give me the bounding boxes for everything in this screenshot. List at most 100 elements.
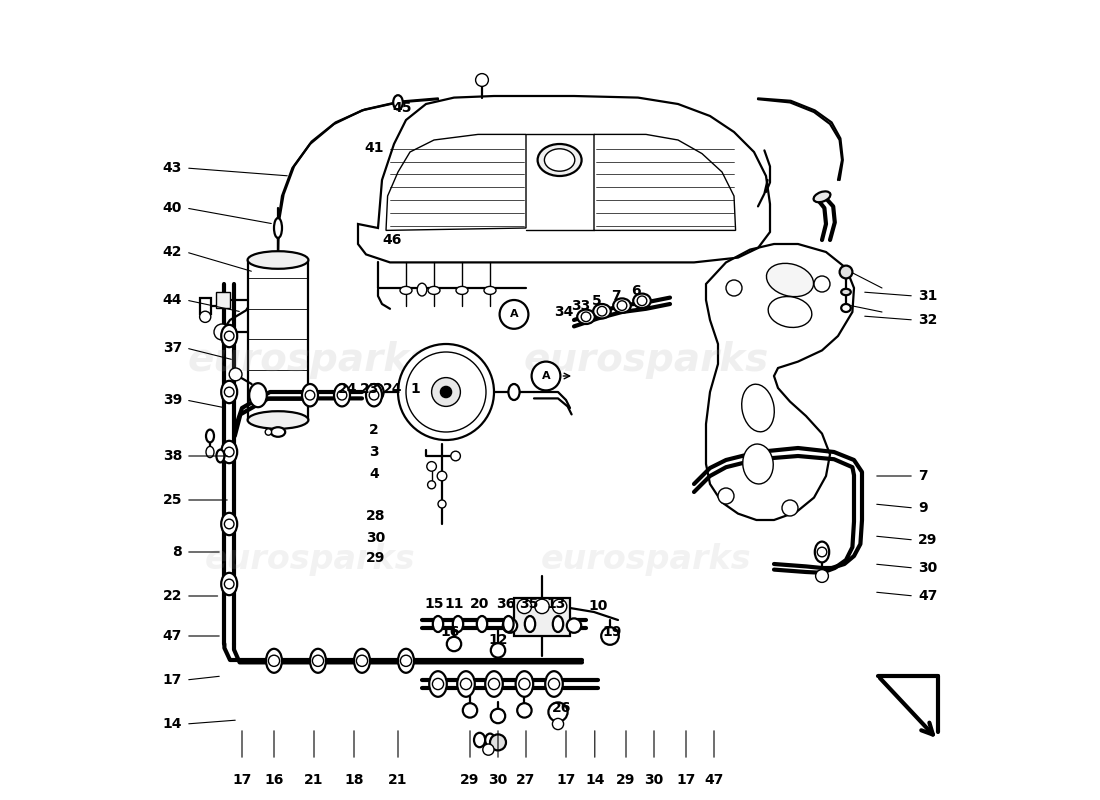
Ellipse shape: [742, 444, 773, 484]
Circle shape: [602, 627, 619, 645]
Circle shape: [517, 703, 531, 718]
Circle shape: [552, 718, 563, 730]
Text: 16: 16: [264, 773, 284, 787]
Ellipse shape: [428, 286, 440, 294]
Circle shape: [552, 599, 567, 614]
Text: 42: 42: [163, 245, 182, 259]
Ellipse shape: [453, 616, 463, 632]
Text: 47: 47: [163, 629, 182, 643]
Text: 10: 10: [588, 599, 607, 614]
Circle shape: [839, 266, 853, 278]
Circle shape: [268, 655, 279, 666]
Ellipse shape: [366, 384, 382, 406]
Ellipse shape: [842, 304, 850, 312]
Ellipse shape: [271, 427, 285, 437]
Text: 47: 47: [918, 589, 937, 603]
Circle shape: [488, 678, 499, 690]
Circle shape: [400, 655, 411, 666]
Text: 29: 29: [366, 551, 385, 566]
Text: 32: 32: [918, 313, 937, 327]
Ellipse shape: [221, 441, 238, 463]
Ellipse shape: [250, 383, 267, 407]
Text: eurosparks: eurosparks: [205, 543, 416, 577]
Text: 18: 18: [344, 773, 364, 787]
Text: 8: 8: [173, 545, 182, 559]
Circle shape: [370, 390, 378, 400]
Text: 21: 21: [388, 773, 408, 787]
Circle shape: [519, 678, 530, 690]
Circle shape: [483, 744, 494, 755]
Text: 17: 17: [676, 773, 695, 787]
Text: 21: 21: [305, 773, 323, 787]
Circle shape: [491, 709, 505, 723]
Text: 30: 30: [366, 530, 385, 545]
Circle shape: [490, 734, 506, 750]
Ellipse shape: [393, 95, 403, 110]
Circle shape: [438, 500, 446, 508]
Circle shape: [817, 547, 827, 557]
Circle shape: [814, 276, 830, 292]
Text: 7: 7: [918, 469, 927, 483]
Text: eurosparks: eurosparks: [524, 341, 769, 379]
Text: 35: 35: [519, 597, 538, 611]
Text: 39: 39: [163, 393, 182, 407]
Text: 11: 11: [444, 597, 464, 611]
Text: 6: 6: [631, 284, 641, 298]
Text: 36: 36: [496, 597, 516, 611]
Text: 1: 1: [410, 382, 420, 396]
Ellipse shape: [634, 294, 651, 308]
Text: 2: 2: [370, 423, 378, 438]
Ellipse shape: [310, 649, 326, 673]
Circle shape: [503, 618, 517, 633]
Ellipse shape: [266, 649, 282, 673]
Text: 30: 30: [918, 561, 937, 575]
Ellipse shape: [206, 430, 214, 442]
Ellipse shape: [456, 286, 468, 294]
Text: 29: 29: [460, 773, 480, 787]
Circle shape: [338, 390, 346, 400]
Text: 44: 44: [163, 293, 182, 307]
Circle shape: [549, 678, 560, 690]
Circle shape: [199, 311, 211, 322]
Ellipse shape: [400, 286, 412, 294]
Circle shape: [427, 462, 437, 471]
Bar: [216, 292, 230, 308]
Circle shape: [461, 678, 472, 690]
Ellipse shape: [578, 310, 595, 324]
Circle shape: [437, 471, 447, 481]
Ellipse shape: [484, 286, 496, 294]
Circle shape: [718, 488, 734, 504]
Circle shape: [463, 703, 477, 718]
Ellipse shape: [525, 616, 536, 632]
Circle shape: [581, 312, 591, 322]
Text: 17: 17: [232, 773, 252, 787]
Ellipse shape: [221, 381, 238, 403]
Ellipse shape: [767, 263, 814, 297]
Ellipse shape: [373, 384, 384, 400]
Text: 40: 40: [163, 201, 182, 215]
Ellipse shape: [429, 671, 447, 697]
Circle shape: [499, 300, 528, 329]
Text: 7: 7: [612, 289, 621, 303]
Ellipse shape: [508, 384, 519, 400]
Bar: [514, 598, 570, 636]
Circle shape: [229, 368, 242, 381]
Circle shape: [305, 390, 315, 400]
Ellipse shape: [814, 191, 830, 202]
Circle shape: [432, 678, 443, 690]
Circle shape: [617, 301, 627, 310]
Circle shape: [224, 331, 234, 341]
Ellipse shape: [516, 671, 534, 697]
Ellipse shape: [398, 649, 414, 673]
Text: 22: 22: [163, 589, 182, 603]
Text: 24: 24: [338, 382, 358, 396]
Circle shape: [782, 500, 797, 516]
Circle shape: [491, 643, 505, 658]
Text: 19: 19: [603, 625, 623, 639]
Circle shape: [447, 637, 461, 651]
Text: 41: 41: [364, 141, 384, 155]
Ellipse shape: [432, 616, 443, 632]
Text: 4: 4: [370, 466, 378, 481]
Text: 31: 31: [918, 289, 937, 303]
Ellipse shape: [417, 283, 427, 296]
